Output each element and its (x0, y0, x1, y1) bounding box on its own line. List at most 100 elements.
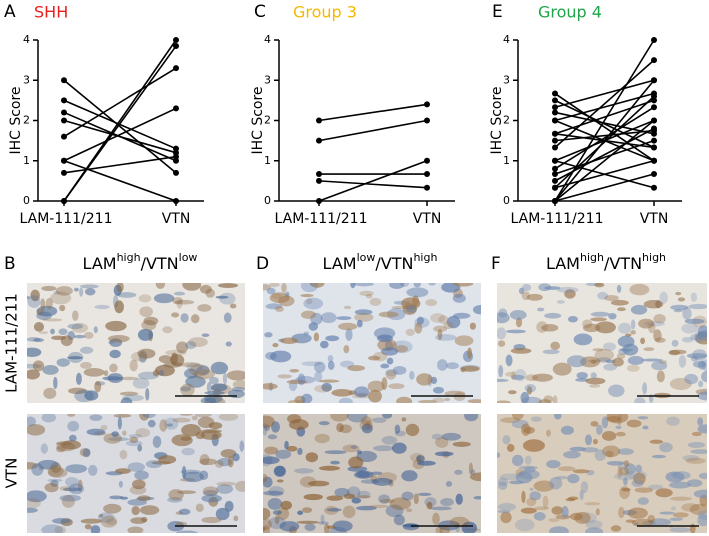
tissue (137, 495, 151, 502)
tissue (515, 471, 533, 484)
tissue (575, 378, 589, 382)
tissue (189, 364, 210, 377)
tissue (406, 287, 429, 298)
tissue (394, 424, 401, 434)
tissue (31, 463, 44, 476)
pair-line (63, 159, 177, 202)
tissue (274, 515, 280, 525)
tissue (608, 384, 625, 397)
tissue (127, 462, 145, 472)
tissue (544, 286, 561, 290)
tissue (672, 512, 689, 518)
tissue (215, 295, 229, 299)
tissue (619, 486, 630, 500)
tissue (139, 414, 150, 421)
tissue (597, 291, 609, 300)
point (651, 77, 657, 84)
tissue (182, 283, 202, 291)
tissue (172, 417, 191, 423)
x-tick-label: LAM-111/211 (20, 211, 113, 227)
y-tick-label: 1 (23, 154, 30, 167)
tissue (697, 360, 707, 370)
x-tick-label: LAM-111/211 (511, 211, 604, 227)
tissue (199, 454, 210, 466)
tissue (320, 514, 325, 524)
tissue (338, 322, 358, 331)
y-axis-label: IHC Score (489, 86, 505, 154)
pair-line (318, 180, 428, 189)
tissue (286, 445, 298, 452)
tissue (401, 491, 414, 501)
y-axis-label: IHC Score (250, 86, 266, 154)
tissue (444, 397, 451, 402)
tissue (416, 455, 425, 463)
y-tick-label: 3 (264, 73, 271, 86)
tissue (563, 450, 581, 459)
point (316, 177, 322, 184)
tissue (167, 496, 183, 503)
tissue (441, 432, 462, 441)
tissue (107, 437, 130, 442)
y-tick-label: 0 (23, 194, 30, 207)
tissue (373, 351, 388, 362)
micrograph (263, 283, 481, 403)
tissue (631, 479, 644, 488)
tissue (354, 309, 373, 315)
tissue (320, 312, 337, 324)
tissue (147, 419, 156, 428)
tissue (127, 526, 144, 533)
tissue (201, 516, 222, 524)
tissue (309, 283, 325, 288)
tissue (521, 284, 532, 292)
tissue (145, 460, 163, 469)
tissue (220, 449, 237, 458)
tissue (109, 349, 121, 359)
tissue (669, 377, 692, 390)
tissue (514, 368, 527, 382)
tissue (608, 312, 617, 320)
point (61, 133, 67, 140)
tissue (135, 428, 151, 438)
title-part: LAM (83, 254, 117, 273)
tissue (690, 292, 698, 303)
tissue (416, 373, 433, 386)
tissue (114, 300, 124, 314)
tissue (190, 314, 200, 324)
tissue (697, 391, 707, 401)
tissue (365, 293, 373, 299)
tissue (279, 521, 300, 532)
tissue (529, 487, 534, 491)
tissue (61, 494, 75, 508)
point (552, 184, 558, 191)
point (552, 97, 558, 104)
tissue (264, 446, 279, 455)
tissue (585, 377, 606, 385)
tissue (100, 515, 118, 528)
tissue (300, 283, 319, 293)
tissue (511, 374, 525, 380)
tissue (392, 442, 407, 454)
tissue (296, 520, 319, 524)
tissue (567, 315, 578, 323)
tissue (413, 283, 421, 288)
tissue (542, 349, 560, 355)
tissue (280, 337, 299, 345)
tissue (305, 452, 319, 463)
tissue (119, 376, 139, 381)
tissue (612, 357, 624, 367)
tissue (84, 390, 99, 401)
tissue (630, 330, 636, 335)
pair-line (554, 39, 655, 202)
tissue (117, 416, 122, 430)
point (173, 43, 179, 50)
tissue (461, 521, 478, 533)
point (552, 157, 558, 164)
tissue (606, 460, 625, 466)
tissue (500, 511, 512, 524)
tissue (673, 309, 683, 313)
tissue (635, 464, 643, 473)
tissue (432, 512, 440, 526)
tissue (303, 331, 310, 336)
tissue (263, 476, 273, 488)
tissue (342, 505, 356, 519)
